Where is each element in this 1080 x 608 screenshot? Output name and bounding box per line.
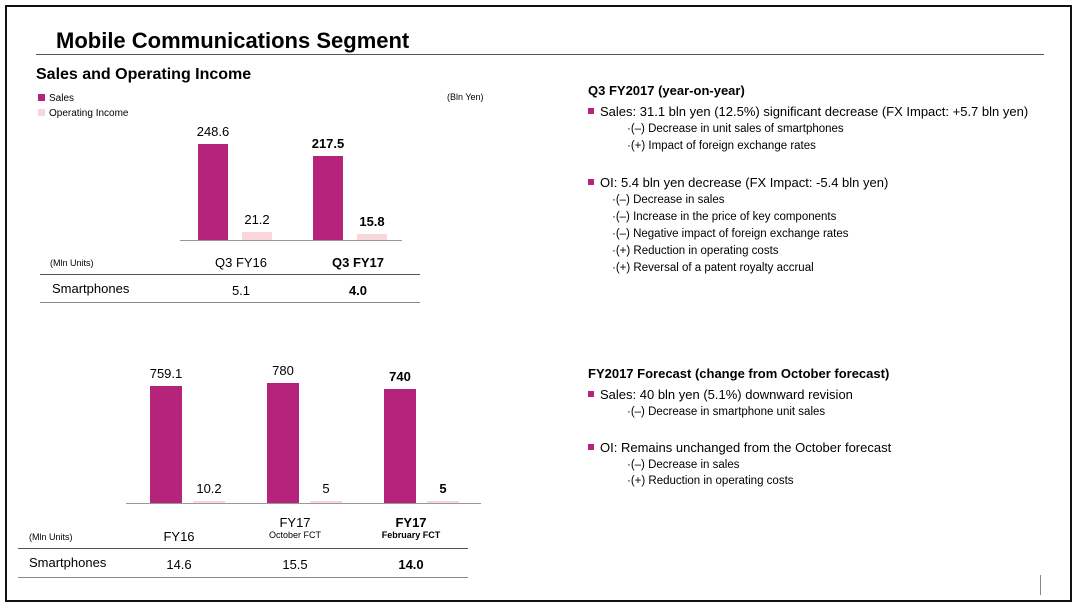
sales-value-label: 780 [272,363,294,379]
table2-header-fy16: FY16 [163,529,195,544]
table2-header-fy17-feb-main: FY17 [395,515,427,530]
legend-oi-swatch [38,109,45,116]
fy-sales-text: Sales: 40 bln yen (5.1%) downward revisi… [600,387,853,402]
fy-sales-item: ·(–) Decrease in smartphone unit sales [627,406,826,418]
q3-sales-item: ·(+) Impact of foreign exchange rates [627,140,816,152]
q3-sales-item: ·(–) Decrease in unit sales of smartphon… [627,123,844,135]
oi-bar [357,233,387,240]
oi-value-label: 5 [439,481,447,496]
page-title: Mobile Communications Segment [56,28,410,53]
q3-oi-bullet: OI: 5.4 bln yen decrease (FX Impact: -5.… [588,175,888,190]
sales-bar [150,386,182,503]
table2-header-fy17-oct-sub: October FCT [268,530,321,540]
oi-value-label: 10.2 [196,481,222,496]
table2-row-label: Smartphones [29,555,107,570]
bullet-square [588,391,594,397]
q3-sales-text: Sales: 31.1 bln yen (12.5%) significant … [600,104,1029,119]
fy-heading-suffix: (change from October forecast) [691,366,890,381]
table1-header-q3fy16: Q3 FY16 [214,255,268,270]
q3-chart-baseline [180,240,402,241]
fy-oi-item: ·(+) Reduction in operating costs [627,475,794,487]
table1-rule-top [40,274,420,275]
table1-rule-bottom [40,302,420,303]
sales-bar [198,144,228,240]
page-marker [1040,575,1041,595]
table1-value-q3fy16: 5.1 [231,283,251,298]
table1-row-label: Smartphones [52,281,130,296]
sales-value-label: 759.1 [149,366,183,382]
title-divider [36,54,1044,55]
unit-label: (Bln Yen) [447,92,484,102]
q3-oi-text: OI: 5.4 bln yen decrease (FX Impact: -5.… [600,175,889,190]
table2-header-fy17-oct-main: FY17 [279,515,311,530]
q3-oi-item: ·(+) Reduction in operating costs [612,245,779,257]
fy-oi-bullet: OI: Remains unchanged from the October f… [588,440,891,455]
fy-heading-main: FY2017 Forecast [588,366,692,381]
table1-header-q3fy17: Q3 FY17 [331,255,385,270]
q3-heading: Q3 FY2017 (year-on-year) [588,83,745,98]
bullet-square [588,108,594,114]
fy-chart-baseline [126,503,481,504]
table2-value-fy17-feb: 14.0 [398,557,424,572]
sales-bar [313,156,343,240]
legend-operating-income: Operating Income [38,108,129,119]
legend-sales: Sales [38,93,74,104]
oi-value-label: 5 [322,481,330,496]
oi-bar [310,501,342,503]
table2-rule-top [18,548,468,549]
table2-value-fy17-oct: 15.5 [282,557,308,572]
slide-frame [5,5,1072,602]
oi-bar [242,231,272,240]
fy-oi-text: OI: Remains unchanged from the October f… [600,440,892,455]
sales-value-label: 248.6 [196,124,230,140]
q3-oi-item: ·(–) Decrease in sales [612,194,725,206]
fy-sales-bullet: Sales: 40 bln yen (5.1%) downward revisi… [588,387,853,402]
legend-sales-swatch [38,94,45,101]
sales-value-label: 740 [389,369,411,385]
q3-oi-item: ·(+) Reversal of a patent royalty accrua… [612,262,814,274]
legend-oi-label: Operating Income [49,108,129,119]
sales-bar [384,389,416,503]
table2-header-fy17-feb-sub: February FCT [381,530,441,540]
bullet-square [588,179,594,185]
q3-sales-bullet: Sales: 31.1 bln yen (12.5%) significant … [588,104,1028,119]
sales-value-label: 217.5 [311,136,345,152]
table2-header-fy17-oct: FY17 October FCT [250,515,340,540]
table2-units: (Mln Units) [29,532,73,542]
table1-value-q3fy17: 4.0 [348,283,368,298]
oi-value-label: 15.8 [359,213,385,229]
table2-value-fy16: 14.6 [166,557,192,572]
q3-oi-item: ·(–) Increase in the price of key compon… [612,211,837,223]
oi-value-label: 21.2 [244,211,270,227]
bullet-square [588,444,594,450]
table2-header-fy17-feb: FY17 February FCT [366,515,456,540]
oi-bar [427,501,459,503]
legend-sales-label: Sales [49,93,75,104]
oi-bar [193,501,225,503]
sales-bar [267,383,299,503]
table1-units: (Mln Units) [50,258,94,268]
fy-oi-item: ·(–) Decrease in sales [627,459,740,471]
table2-rule-bottom [18,577,468,578]
q3-oi-item: ·(–) Negative impact of foreign exchange… [612,228,849,240]
section-subtitle: Sales and Operating Income [36,66,252,83]
fy-heading: FY2017 Forecast (change from October for… [588,366,889,381]
